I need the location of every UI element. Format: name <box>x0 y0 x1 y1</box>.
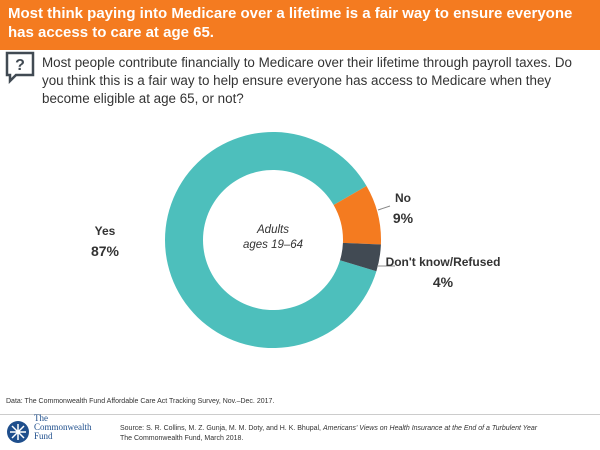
svg-text:?: ? <box>15 57 25 74</box>
value-label: 4% <box>433 274 454 290</box>
value-label: 9% <box>393 210 414 226</box>
logo-mark <box>7 421 29 443</box>
source-text: Source: S. R. Collins, M. Z. Gunja, M. M… <box>120 425 323 432</box>
center-label: ages 19–64 <box>243 239 303 251</box>
logo-text: The Commonwealth Fund <box>34 414 92 441</box>
category-label: No <box>395 191 411 205</box>
source-title: Americans' Views on Health Insurance at … <box>322 425 538 432</box>
category-label: Yes <box>95 224 116 238</box>
data-note: Data: The Commonwealth Fund Affordable C… <box>6 398 275 405</box>
value-label: 87% <box>91 243 120 259</box>
logo-line: Commonwealth <box>34 422 92 432</box>
logo-line: The <box>34 413 48 423</box>
title: Most think paying into Medicare over a l… <box>8 5 573 41</box>
slice <box>333 186 381 245</box>
logo-line: Fund <box>34 431 53 441</box>
question-icon: ? <box>5 51 35 84</box>
category-label: Don't know/Refused <box>386 255 501 269</box>
question: Most people contribute financially to Me… <box>42 55 572 106</box>
divider <box>0 414 600 415</box>
chart: Yes 87% No 9% Don't know/Refused 4% Adults ages… <box>91 131 501 348</box>
slice <box>164 131 377 348</box>
source: Source: S. R. Collins, M. Z. Gunja, M. M… <box>120 424 590 444</box>
header-band <box>0 0 600 50</box>
leader-line <box>377 205 391 211</box>
center-label: Adults <box>256 224 289 236</box>
slice <box>340 242 381 272</box>
source-text: The Commonwealth Fund, March 2018. <box>120 435 244 442</box>
